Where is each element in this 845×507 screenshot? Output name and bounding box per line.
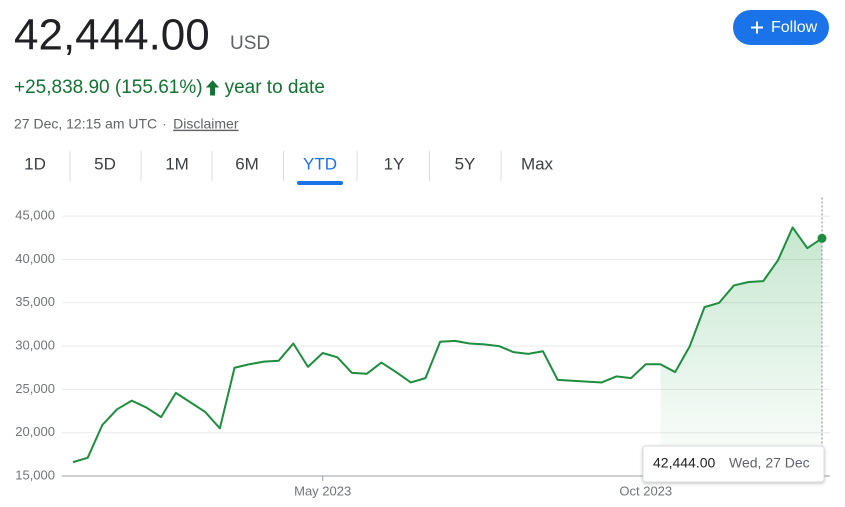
plus-icon[interactable] <box>751 21 763 34</box>
tooltip-box <box>642 445 825 483</box>
tooltip-value: 42,444.00 <box>653 455 715 471</box>
y-tick-label: 20,000 <box>15 424 55 439</box>
x-tick-label: Oct 2023 <box>619 483 672 498</box>
last-point <box>817 233 827 243</box>
follow-label[interactable]: Follow <box>771 19 818 36</box>
tab[interactable]: 1M <box>165 154 189 173</box>
timestamp: 27 Dec, 12:15 am UTC <box>14 116 157 132</box>
x-tick-label: May 2023 <box>294 483 351 498</box>
chart: 15,000 20,000 25,000 30,000 35,000 40,000 45,0… <box>15 197 830 498</box>
disclaimer[interactable]: Disclaimer <box>173 116 239 132</box>
tab[interactable]: 5D <box>94 154 116 173</box>
period: year to date <box>225 77 325 98</box>
y-tick-label: 25,000 <box>15 381 55 396</box>
tab-underline <box>297 181 343 185</box>
tab[interactable]: 1D <box>24 154 46 173</box>
follow-bg[interactable] <box>733 10 829 45</box>
tab[interactable]: Max <box>521 154 554 173</box>
tooltip: 42,444.00 Wed, 27 Dec <box>642 445 825 483</box>
y-tick-label: 30,000 <box>15 338 55 353</box>
price: 42,444.00 <box>14 11 210 60</box>
currency: USD <box>230 33 270 54</box>
follow-button[interactable]: Follow <box>733 10 829 45</box>
tooltip-date: Wed, 27 Dec <box>729 455 810 471</box>
tab[interactable]: 6M <box>235 154 259 173</box>
price-line <box>72 226 823 464</box>
tab[interactable]: 1Y <box>384 154 405 173</box>
tab[interactable]: 5Y <box>455 154 476 173</box>
change: +25,838.90 (155.61%) <box>14 77 203 98</box>
y-tick-label: 35,000 <box>15 294 55 309</box>
tabs: 1D 5D 1M 6M YTD 1Y 5Y Max <box>24 151 554 185</box>
tab[interactable]: YTD <box>303 154 337 173</box>
y-tick-label: 40,000 <box>15 251 55 266</box>
up-arrow <box>205 80 220 96</box>
y-tick-label: 15,000 <box>15 467 55 482</box>
separator: · <box>162 116 167 132</box>
area <box>660 227 822 476</box>
y-tick-label: 45,000 <box>15 208 55 223</box>
